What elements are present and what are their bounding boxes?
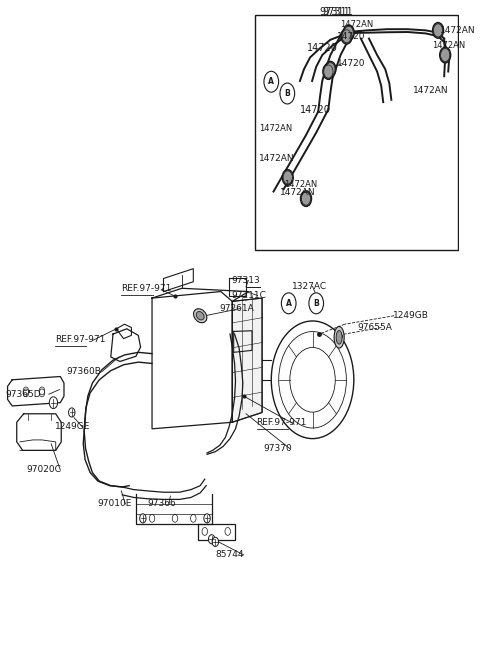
Text: REF.97-971: REF.97-971 bbox=[257, 419, 307, 428]
Ellipse shape bbox=[193, 309, 207, 323]
Circle shape bbox=[344, 26, 353, 39]
Circle shape bbox=[271, 321, 354, 439]
Text: 97311: 97311 bbox=[323, 7, 353, 18]
Circle shape bbox=[140, 514, 146, 523]
Circle shape bbox=[282, 170, 293, 185]
Text: REF.97-971: REF.97-971 bbox=[121, 284, 172, 293]
Text: 97311: 97311 bbox=[319, 7, 350, 18]
Circle shape bbox=[208, 534, 215, 544]
Circle shape bbox=[323, 64, 334, 79]
Text: A: A bbox=[286, 299, 292, 308]
Circle shape bbox=[280, 83, 295, 104]
Text: B: B bbox=[313, 299, 319, 308]
Circle shape bbox=[441, 48, 450, 62]
Circle shape bbox=[301, 192, 311, 205]
Text: 1249GE: 1249GE bbox=[55, 422, 90, 432]
Circle shape bbox=[264, 71, 278, 92]
Circle shape bbox=[69, 408, 75, 417]
Text: 97365D: 97365D bbox=[5, 390, 41, 399]
Text: 97211C: 97211C bbox=[231, 291, 266, 300]
Text: 14720: 14720 bbox=[336, 59, 365, 68]
Circle shape bbox=[324, 65, 333, 78]
Circle shape bbox=[212, 537, 218, 546]
Text: 1327AC: 1327AC bbox=[292, 282, 327, 291]
Text: 97313: 97313 bbox=[231, 276, 260, 285]
Text: 14720: 14720 bbox=[336, 31, 365, 41]
Polygon shape bbox=[232, 298, 262, 422]
Circle shape bbox=[326, 63, 335, 76]
Ellipse shape bbox=[336, 330, 342, 344]
Text: 1472AN: 1472AN bbox=[280, 189, 316, 197]
Circle shape bbox=[343, 25, 354, 41]
Circle shape bbox=[341, 28, 352, 44]
Ellipse shape bbox=[196, 312, 204, 320]
Circle shape bbox=[325, 62, 336, 77]
Text: 97261A: 97261A bbox=[219, 304, 254, 313]
Circle shape bbox=[433, 24, 443, 37]
Circle shape bbox=[283, 171, 292, 184]
Text: 1472AN: 1472AN bbox=[340, 20, 374, 29]
Circle shape bbox=[281, 293, 296, 314]
Bar bbox=[255, 15, 458, 250]
Text: 97366: 97366 bbox=[147, 500, 176, 508]
Circle shape bbox=[440, 47, 451, 63]
Text: 85744: 85744 bbox=[216, 550, 244, 559]
Text: 97655A: 97655A bbox=[358, 323, 392, 332]
Text: 97360B: 97360B bbox=[66, 367, 101, 377]
Text: 1472AN: 1472AN bbox=[284, 180, 317, 189]
Text: REF.97-971: REF.97-971 bbox=[55, 335, 105, 344]
Circle shape bbox=[432, 22, 444, 38]
Text: 1249GB: 1249GB bbox=[393, 311, 429, 320]
Text: 1472AN: 1472AN bbox=[440, 26, 476, 35]
Circle shape bbox=[342, 29, 351, 43]
Circle shape bbox=[204, 514, 210, 523]
Ellipse shape bbox=[334, 327, 344, 348]
Text: 1472AN: 1472AN bbox=[259, 154, 295, 162]
Circle shape bbox=[300, 191, 312, 206]
Text: A: A bbox=[268, 77, 274, 86]
Text: 1472AN: 1472AN bbox=[432, 41, 465, 50]
Text: 14720: 14720 bbox=[300, 105, 331, 115]
Text: 1472AN: 1472AN bbox=[259, 124, 292, 132]
Text: 97010E: 97010E bbox=[97, 500, 132, 508]
Circle shape bbox=[49, 397, 58, 409]
Text: 97370: 97370 bbox=[263, 444, 292, 453]
Text: 1472AN: 1472AN bbox=[413, 86, 449, 96]
Circle shape bbox=[309, 293, 324, 314]
Text: 97020C: 97020C bbox=[27, 466, 62, 474]
Text: 14720: 14720 bbox=[307, 43, 338, 53]
Text: B: B bbox=[285, 89, 290, 98]
